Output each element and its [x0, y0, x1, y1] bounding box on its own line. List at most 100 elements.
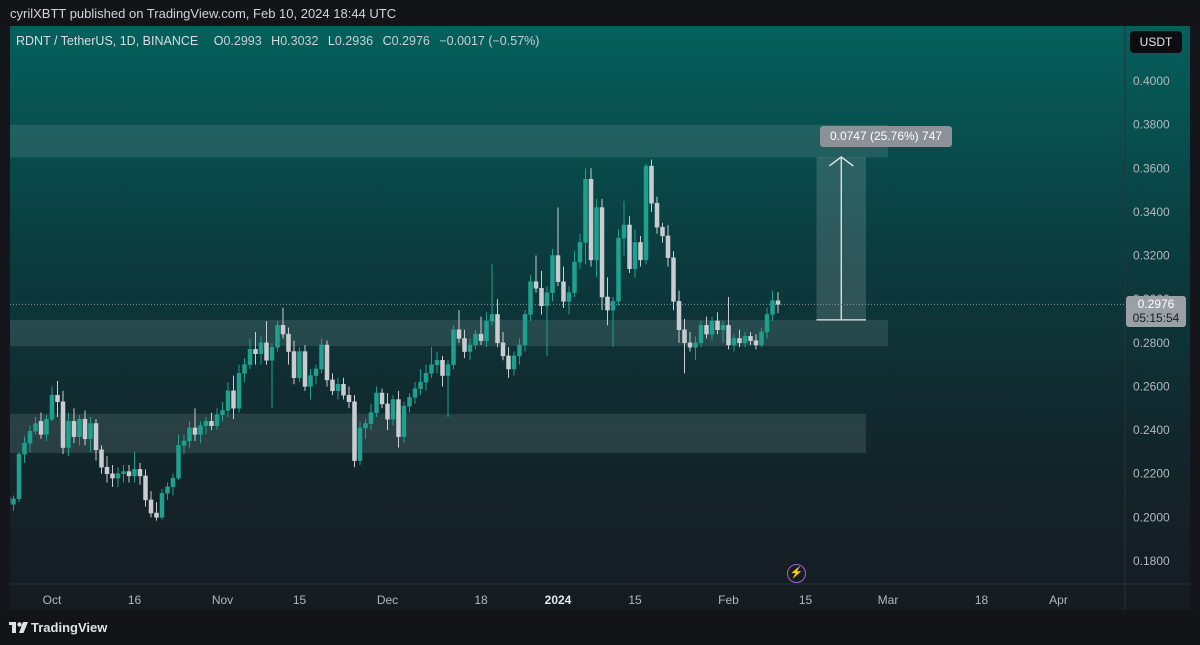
- footer-brand: TradingView: [31, 620, 108, 635]
- candle-body-76: [423, 373, 429, 383]
- candle-body-92: [511, 355, 517, 370]
- footer: TradingView: [0, 610, 1200, 645]
- candle-body-55: [308, 375, 313, 387]
- candle-body-13: [77, 418, 82, 437]
- candle-body-116: [643, 165, 649, 261]
- bar-countdown: 05:15:54: [1132, 311, 1180, 325]
- candle-body-81: [451, 329, 456, 365]
- candle-body-138: [764, 314, 770, 333]
- chart-svg[interactable]: 0.40000.38000.36000.34000.32000.30000.28…: [10, 26, 1190, 610]
- candle-body-25: [143, 475, 148, 501]
- zone-rect-0: [10, 124, 888, 158]
- close-number: 0.2976: [391, 34, 430, 48]
- candle-body-88: [489, 314, 495, 322]
- candle-body-23: [132, 469, 137, 477]
- candle-body-62: [346, 394, 352, 402]
- candle-body-19: [110, 473, 115, 479]
- candle-body-52: [291, 351, 297, 378]
- x-tick-4: Dec: [377, 593, 398, 607]
- candle-body-94: [522, 314, 528, 346]
- candle-body-86: [478, 333, 484, 341]
- symbol-label[interactable]: RDNT / TetherUS, 1D, BINANCE: [16, 34, 199, 48]
- candle-body-69: [385, 403, 390, 420]
- candle-body-100: [555, 255, 561, 282]
- candle-body-128: [709, 320, 715, 335]
- candle-body-125: [693, 342, 698, 348]
- candle-body-110: [610, 301, 616, 311]
- candle-body-24: [137, 469, 143, 477]
- candle-body-122: [676, 301, 682, 330]
- currency-button[interactable]: USDT: [1130, 31, 1182, 53]
- candle-body-12: [71, 421, 77, 437]
- candle-body-36: [203, 421, 209, 426]
- zone-rect-2: [10, 413, 866, 453]
- candle-body-130: [720, 325, 726, 330]
- candle-body-37: [209, 421, 214, 426]
- lightning-icon[interactable]: ⚡: [787, 564, 806, 583]
- y-tick-7: 0.2600: [1133, 379, 1170, 393]
- candle-body-85: [473, 333, 478, 346]
- candle-body-72: [401, 405, 407, 437]
- candle-body-82: [456, 329, 462, 339]
- candle-body-105: [583, 178, 588, 243]
- candle-body-117: [649, 165, 654, 204]
- candle-body-30: [170, 477, 176, 488]
- candle-body-132: [731, 338, 737, 346]
- candle-body-42: [236, 373, 242, 409]
- chart-area[interactable]: 0.40000.38000.36000.34000.32000.30000.28…: [10, 26, 1190, 610]
- candle-body-3: [22, 442, 27, 455]
- x-tick-9: 15: [799, 593, 813, 607]
- candle-body-84: [467, 344, 473, 352]
- open-number: 0.2993: [223, 34, 262, 48]
- candle-body-77: [429, 364, 434, 374]
- candle-body-34: [192, 427, 198, 435]
- candle-body-61: [341, 384, 346, 396]
- candle-body-90: [500, 342, 506, 357]
- candle-body-79: [440, 360, 445, 376]
- candle-body-70: [390, 399, 396, 420]
- candle-body-99: [550, 255, 555, 293]
- candle-body-96: [533, 281, 539, 289]
- x-tick-10: Mar: [878, 593, 899, 607]
- candle-body-10: [60, 401, 66, 448]
- candle-body-101: [561, 281, 566, 302]
- candle-body-2: [16, 453, 22, 500]
- candle-body-136: [753, 340, 759, 346]
- candle-body-64: [357, 427, 363, 461]
- candle-body-28: [159, 493, 165, 518]
- candle-body-40: [225, 390, 231, 411]
- candle-body-120: [665, 235, 671, 258]
- candle-body-119: [660, 226, 665, 237]
- y-tick-2: 0.3600: [1133, 161, 1170, 175]
- y-tick-1: 0.3800: [1133, 118, 1170, 132]
- candle-body-112: [621, 224, 627, 239]
- open-value: O0.2993: [214, 34, 262, 48]
- candle-body-75: [418, 381, 423, 389]
- candle-body-123: [682, 329, 687, 344]
- candle-body-11: [66, 421, 71, 448]
- measure-label[interactable]: 0.0747 (25.76%) 747: [820, 126, 952, 147]
- candle-body-71: [396, 399, 401, 437]
- candle-body-111: [616, 237, 621, 302]
- low-value: L0.2936: [328, 34, 373, 48]
- candle-body-38: [214, 414, 220, 426]
- x-tick-8: Feb: [718, 593, 739, 607]
- candle-body-65: [363, 423, 368, 429]
- x-tick-12: Apr: [1049, 593, 1068, 607]
- candle-body-58: [324, 344, 330, 381]
- candle-body-15: [88, 423, 93, 440]
- candle-body-80: [445, 364, 451, 376]
- candle-body-26: [148, 499, 154, 514]
- candle-body-60: [335, 384, 341, 392]
- candle-body-108: [599, 207, 605, 298]
- candle-body-66: [368, 412, 374, 424]
- close-value: C0.2976: [383, 34, 430, 48]
- candle-body-137: [759, 331, 764, 346]
- candle-body-49: [275, 325, 280, 348]
- candle-body-129: [715, 320, 720, 330]
- candle-body-91: [506, 355, 511, 370]
- attribution-bar: cyrilXBTT published on TradingView.com, …: [0, 0, 1200, 26]
- x-tick-2: Nov: [212, 593, 233, 607]
- y-tick-9: 0.2200: [1133, 467, 1170, 481]
- candle-body-9: [55, 394, 60, 402]
